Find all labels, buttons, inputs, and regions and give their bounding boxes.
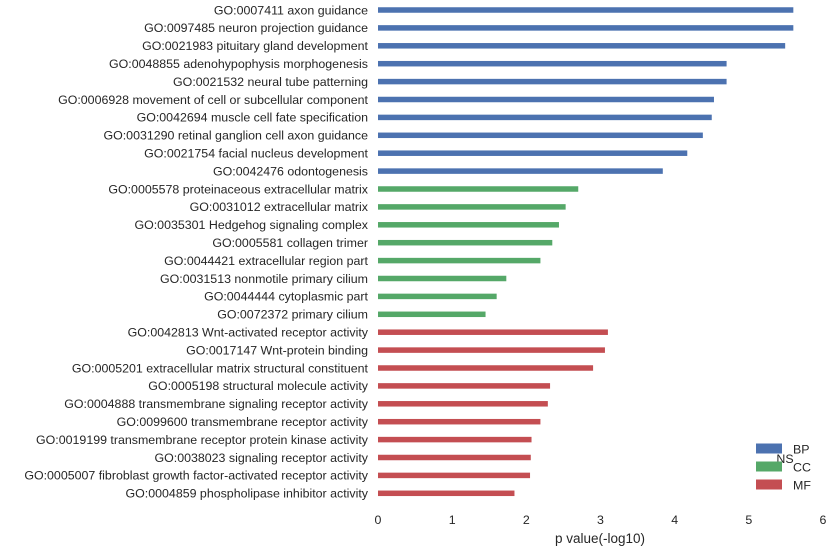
bar xyxy=(378,401,548,407)
bar xyxy=(378,43,786,49)
legend-label: CC xyxy=(793,460,811,474)
bar xyxy=(378,383,551,389)
legend-label: BP xyxy=(793,442,810,456)
category-label: GO:0099600 transmembrane receptor activi… xyxy=(117,415,369,429)
category-label: GO:0006928 movement of cell or subcellul… xyxy=(58,93,368,107)
legend-swatch xyxy=(756,479,782,490)
category-label: GO:0007411 axon guidance xyxy=(214,3,368,17)
x-tick-label: 4 xyxy=(671,513,678,527)
category-label: GO:0048855 adenohypophysis morphogenesis xyxy=(109,57,368,71)
category-label: GO:0031513 nonmotile primary cilium xyxy=(160,272,368,286)
bar xyxy=(378,490,515,497)
category-label: GO:0042813 Wnt-activated receptor activi… xyxy=(128,326,369,340)
bar xyxy=(378,454,531,461)
category-label: GO:0044421 extracellular region part xyxy=(164,254,368,268)
category-label: GO:0004888 transmembrane signaling recep… xyxy=(64,397,369,411)
bar xyxy=(378,114,712,121)
category-label: GO:0042694 muscle cell fate specificatio… xyxy=(137,111,369,125)
legend-swatch xyxy=(756,461,782,472)
category-label: GO:0072372 primary cilium xyxy=(217,308,368,322)
bar xyxy=(378,347,605,353)
bar xyxy=(378,239,553,246)
category-label: GO:0042476 odontogenesis xyxy=(213,164,368,178)
bars-layer xyxy=(378,7,794,497)
x-tick-label: 5 xyxy=(745,513,752,527)
bar xyxy=(378,168,663,174)
bar xyxy=(378,365,594,371)
category-label: GO:0038023 signaling receptor activity xyxy=(154,451,368,465)
bar xyxy=(378,275,507,282)
x-tick-label: 0 xyxy=(375,513,382,527)
category-label: GO:0005201 extracellular matrix structur… xyxy=(72,361,369,375)
legend-swatch xyxy=(756,443,782,454)
category-label: GO:0044444 cytoplasmic part xyxy=(204,290,368,304)
bar xyxy=(378,293,497,300)
bar xyxy=(378,436,532,443)
bar xyxy=(378,7,794,13)
category-label: GO:0031012 extracellular matrix xyxy=(190,200,369,214)
bar xyxy=(378,418,541,425)
category-label: GO:0021754 facial nucleus development xyxy=(144,147,368,161)
x-tick-label: 3 xyxy=(597,513,604,527)
bar xyxy=(378,25,794,31)
legend-label: MF xyxy=(793,478,811,492)
x-tick-label: 6 xyxy=(820,513,827,527)
x-axis-ticks: 0 1 2 3 4 5 6 xyxy=(375,513,827,527)
bar xyxy=(378,222,559,228)
category-labels: GO:0007411 axon guidance GO:0097485 neuro… xyxy=(24,3,368,500)
category-label: GO:0035301 Hedgehog signaling complex xyxy=(134,218,368,232)
bar xyxy=(378,96,714,103)
bar xyxy=(378,472,531,479)
bar xyxy=(378,60,727,67)
category-label: GO:0097485 neuron projection guidance xyxy=(144,21,368,35)
category-label: GO:0021983 pituitary gland development xyxy=(142,39,368,53)
category-label: GO:0031290 retinal ganglion cell axon gu… xyxy=(103,129,368,143)
x-axis-title: p value(-log10) xyxy=(555,531,645,546)
category-label: GO:0005198 structural molecule activity xyxy=(148,379,368,393)
category-label: GO:0017147 Wnt-protein binding xyxy=(186,343,368,357)
bar xyxy=(378,204,566,210)
bar xyxy=(378,186,579,192)
x-tick-label: 1 xyxy=(449,513,456,527)
category-label: GO:0019199 transmembrane receptor protei… xyxy=(36,433,369,447)
category-label: GO:0004859 phospholipase inhibitor activ… xyxy=(126,487,369,501)
category-label: GO:0005007 fibroblast growth factor-acti… xyxy=(24,469,368,483)
category-label: GO:0005581 collagen trimer xyxy=(212,236,368,250)
category-label: GO:0021532 neural tube patterning xyxy=(173,75,368,89)
bar xyxy=(378,257,541,264)
category-label: GO:0005578 proteinaceous extracellular m… xyxy=(108,182,368,196)
bar xyxy=(378,78,727,85)
bar xyxy=(378,311,486,318)
bar xyxy=(378,150,688,156)
x-tick-label: 2 xyxy=(523,513,530,527)
bar xyxy=(378,329,608,335)
bar xyxy=(378,132,703,139)
